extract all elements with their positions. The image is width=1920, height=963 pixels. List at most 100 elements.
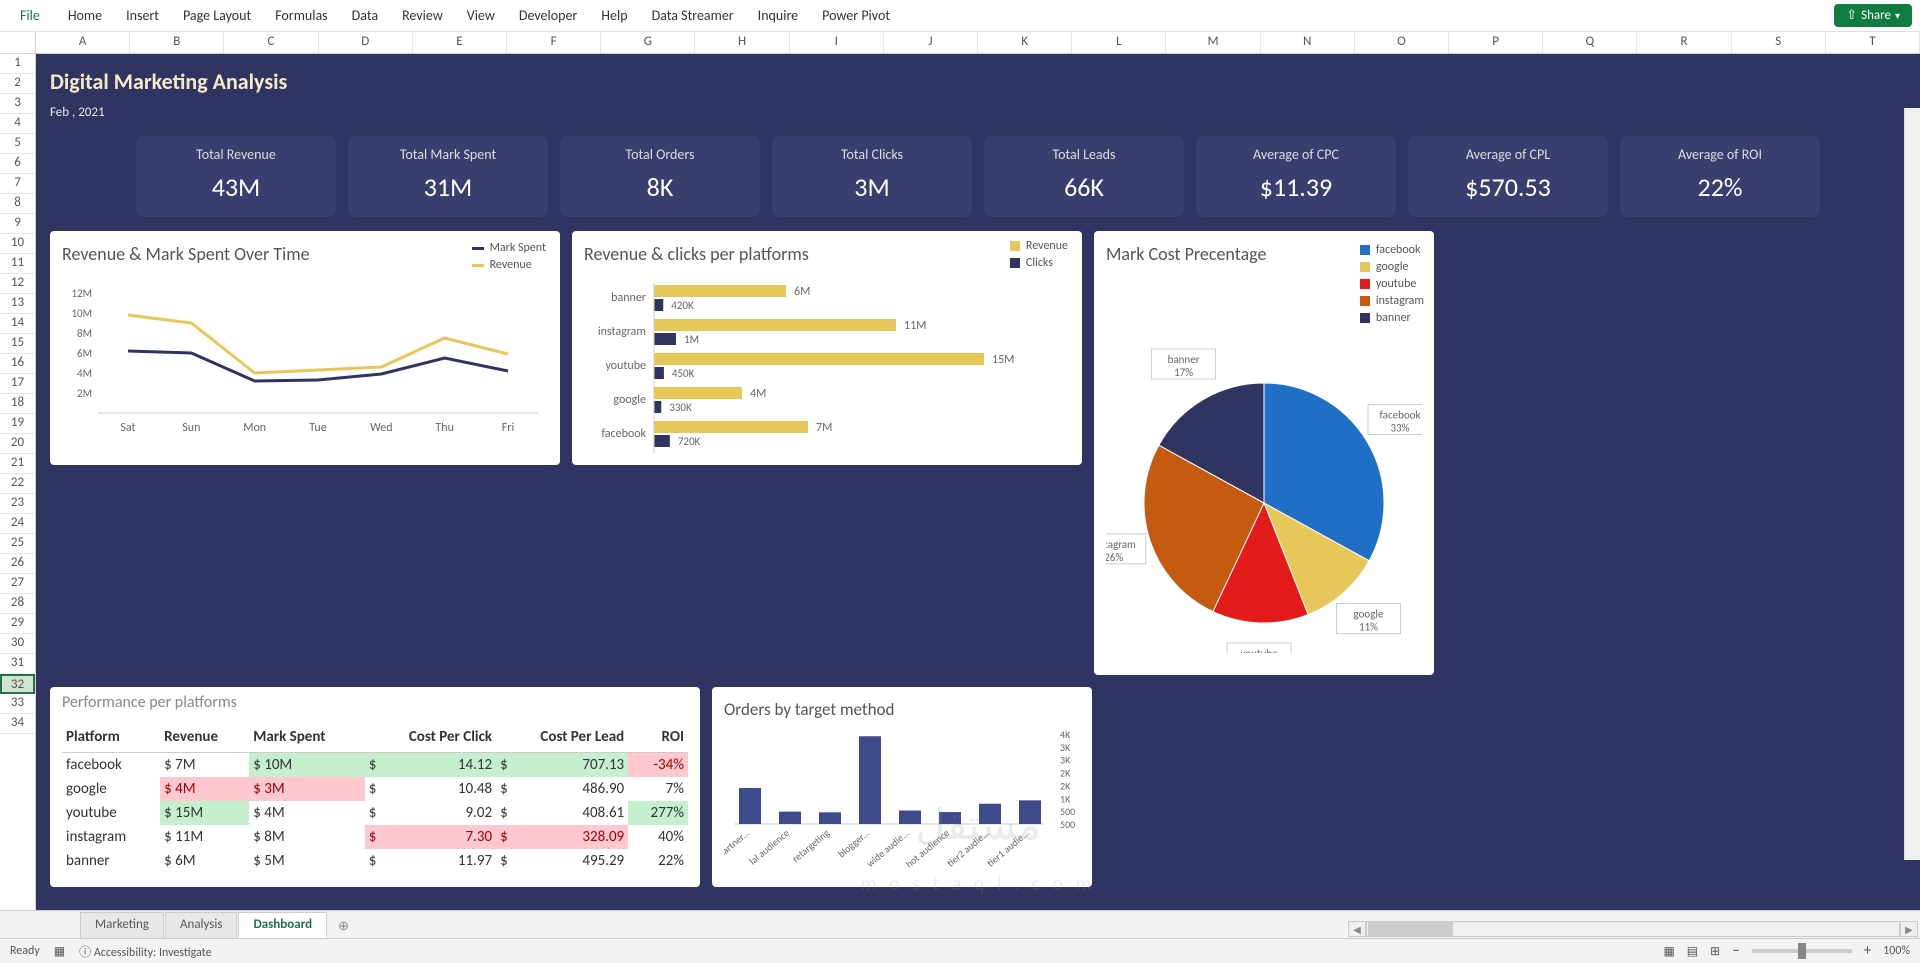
column-header[interactable]: Q <box>1543 32 1637 53</box>
column-header[interactable]: H <box>695 32 789 53</box>
legend-item: Revenue <box>1010 239 1068 253</box>
column-header[interactable]: F <box>507 32 601 53</box>
row-header[interactable]: 17 <box>0 374 35 394</box>
select-all-corner[interactable] <box>0 32 36 53</box>
table-row: facebook$ 7M$ 10M$14.12$707.13-34% <box>62 753 688 778</box>
row-header[interactable]: 16 <box>0 354 35 374</box>
legend-item: Revenue <box>472 258 546 272</box>
ribbon-tab-formulas[interactable]: Formulas <box>263 3 339 28</box>
sheet-tab-marketing[interactable]: Marketing <box>80 912 164 938</box>
ribbon-tab-review[interactable]: Review <box>390 3 455 28</box>
kpi-label: Average of CPC <box>1204 146 1388 163</box>
column-header[interactable]: L <box>1072 32 1166 53</box>
share-button[interactable]: ⇧ Share ▾ <box>1834 4 1912 27</box>
row-header[interactable]: 34 <box>0 714 35 734</box>
legend-item: Mark Spent <box>472 241 546 255</box>
vertical-scrollbar[interactable] <box>1904 108 1920 860</box>
kpi-label: Total Orders <box>568 146 752 163</box>
column-header[interactable]: J <box>884 32 978 53</box>
sheet-tab-dashboard[interactable]: Dashboard <box>238 912 327 938</box>
row-header[interactable]: 19 <box>0 414 35 434</box>
zoom-slider[interactable] <box>1752 949 1852 953</box>
row-header[interactable]: 26 <box>0 554 35 574</box>
column-header[interactable]: I <box>790 32 884 53</box>
row-header[interactable]: 10 <box>0 234 35 254</box>
view-break-icon[interactable]: ⊞ <box>1710 944 1720 959</box>
kpi-label: Total Leads <box>992 146 1176 163</box>
row-header[interactable]: 12 <box>0 274 35 294</box>
ribbon-tab-inquire[interactable]: Inquire <box>746 3 810 28</box>
sheet-tab-analysis[interactable]: Analysis <box>165 912 237 938</box>
file-tab[interactable]: File <box>8 3 52 28</box>
macro-icon[interactable]: ▦ <box>54 944 65 959</box>
scroll-right-button[interactable]: ▶ <box>1900 921 1918 937</box>
row-header[interactable]: 5 <box>0 134 35 154</box>
row-header[interactable]: 27 <box>0 574 35 594</box>
kpi-label: Total Mark Spent <box>356 146 540 163</box>
view-page-icon[interactable]: ▤ <box>1687 944 1698 959</box>
column-header[interactable]: N <box>1261 32 1355 53</box>
ribbon-tab-home[interactable]: Home <box>56 3 114 28</box>
ribbon-tab-data-streamer[interactable]: Data Streamer <box>640 3 746 28</box>
column-header[interactable]: T <box>1826 32 1920 53</box>
legend-item: youtube <box>1360 277 1424 291</box>
ribbon-tab-help[interactable]: Help <box>589 3 639 28</box>
column-header[interactable]: M <box>1166 32 1260 53</box>
svg-text:hot audience: hot audience <box>903 826 952 870</box>
column-header[interactable]: A <box>36 32 130 53</box>
zoom-level[interactable]: 100% <box>1883 944 1910 958</box>
row-header[interactable]: 14 <box>0 314 35 334</box>
ribbon-tab-power-pivot[interactable]: Power Pivot <box>810 3 902 28</box>
ribbon-tab-data[interactable]: Data <box>340 3 390 28</box>
row-header[interactable]: 25 <box>0 534 35 554</box>
add-sheet-button[interactable]: ⊕ <box>328 915 359 938</box>
scroll-left-button[interactable]: ◀ <box>1348 921 1366 937</box>
column-header[interactable]: E <box>413 32 507 53</box>
row-header[interactable]: 20 <box>0 434 35 454</box>
column-header[interactable]: R <box>1637 32 1731 53</box>
row-header[interactable]: 2 <box>0 74 35 94</box>
row-header[interactable]: 3 <box>0 94 35 114</box>
column-header[interactable]: D <box>319 32 413 53</box>
svg-text:facebook: facebook <box>1380 409 1421 422</box>
row-header[interactable]: 11 <box>0 254 35 274</box>
row-header[interactable]: 6 <box>0 154 35 174</box>
row-header[interactable]: 22 <box>0 474 35 494</box>
row-header[interactable]: 23 <box>0 494 35 514</box>
accessibility-status[interactable]: ⓘ Accessibility: Investigate <box>79 943 211 960</box>
row-header[interactable]: 28 <box>0 594 35 614</box>
row-header[interactable]: 33 <box>0 694 35 714</box>
ribbon-tab-insert[interactable]: Insert <box>114 3 171 28</box>
row-header[interactable]: 4 <box>0 114 35 134</box>
row-header[interactable]: 15 <box>0 334 35 354</box>
zoom-out-button[interactable]: − <box>1732 942 1739 960</box>
column-header[interactable]: K <box>978 32 1072 53</box>
row-header[interactable]: 1 <box>0 54 35 74</box>
column-header[interactable]: S <box>1732 32 1826 53</box>
view-normal-icon[interactable]: ▦ <box>1663 944 1674 959</box>
ribbon-tab-page-layout[interactable]: Page Layout <box>171 3 263 28</box>
row-header[interactable]: 21 <box>0 454 35 474</box>
row-header[interactable]: 32 <box>0 674 35 694</box>
row-header[interactable]: 30 <box>0 634 35 654</box>
kpi-value: 66K <box>992 171 1176 203</box>
column-header[interactable]: G <box>601 32 695 53</box>
zoom-in-button[interactable]: + <box>1864 942 1871 960</box>
row-header[interactable]: 9 <box>0 214 35 234</box>
svg-text:420K: 420K <box>671 299 694 312</box>
row-header[interactable]: 24 <box>0 514 35 534</box>
column-header[interactable]: P <box>1449 32 1543 53</box>
kpi-card: Average of ROI22% <box>1620 136 1820 217</box>
row-header[interactable]: 13 <box>0 294 35 314</box>
ribbon-tab-developer[interactable]: Developer <box>507 3 589 28</box>
row-header[interactable]: 7 <box>0 174 35 194</box>
column-header[interactable]: O <box>1355 32 1449 53</box>
ribbon-tab-view[interactable]: View <box>455 3 507 28</box>
horizontal-scrollbar[interactable]: ◀ ▶ <box>1348 920 1918 938</box>
row-header[interactable]: 31 <box>0 654 35 674</box>
column-header[interactable]: B <box>130 32 224 53</box>
column-header[interactable]: C <box>224 32 318 53</box>
row-header[interactable]: 18 <box>0 394 35 414</box>
row-header[interactable]: 8 <box>0 194 35 214</box>
row-header[interactable]: 29 <box>0 614 35 634</box>
